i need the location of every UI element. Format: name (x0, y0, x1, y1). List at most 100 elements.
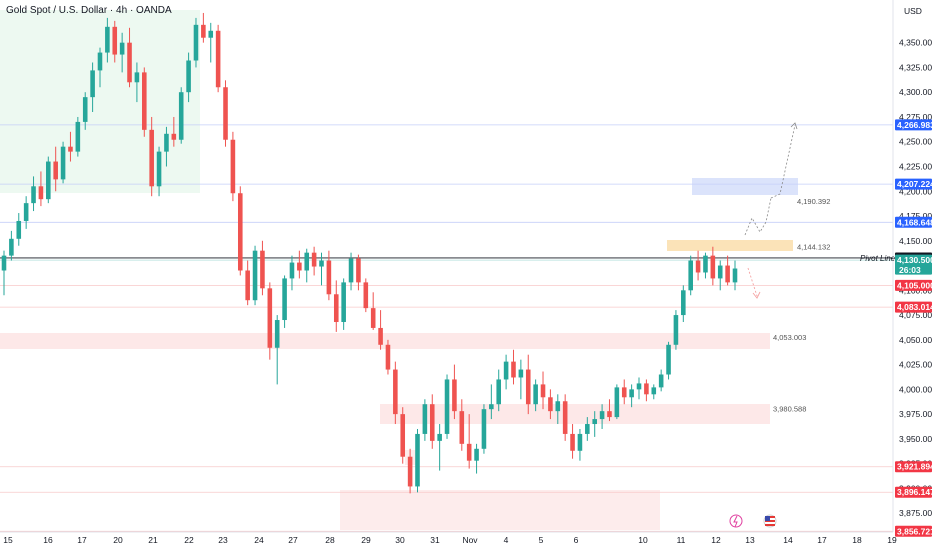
candle-body (341, 282, 346, 323)
chart-title: Gold Spot / U.S. Dollar · 4h · OANDA (6, 5, 172, 16)
x-tick-label: 28 (325, 535, 335, 545)
candle-body (407, 456, 413, 487)
candle-body (717, 265, 723, 279)
price-tag-label: 4,207.224 (897, 179, 932, 189)
y-tick-label: 4,300.000 (899, 87, 932, 97)
candle-body (356, 258, 361, 283)
level-lines (0, 124, 893, 532)
x-tick-label: 5 (539, 535, 544, 545)
price-tag-label: 4,105.000 (897, 280, 932, 290)
candle-body (149, 129, 154, 187)
candle-body (658, 374, 664, 388)
price-tag-label: 3,896.147 (897, 487, 932, 497)
candle-body (245, 270, 250, 301)
candle-body (208, 30, 214, 38)
candle-body (503, 361, 509, 380)
price-tag (895, 525, 932, 537)
candle-body (223, 87, 228, 140)
candle-body (164, 133, 169, 152)
candle-body (68, 146, 73, 152)
candle-body (489, 404, 494, 410)
x-tick-label: 21 (148, 535, 158, 545)
resistance-zone (667, 240, 793, 251)
projection-path (744, 122, 798, 299)
up-arrow-line (770, 124, 796, 199)
y-tick-label: 4,350.000 (899, 38, 932, 48)
candle-body (201, 24, 206, 38)
candle-body (274, 320, 280, 348)
y-tick-label: 4,000.000 (899, 384, 932, 394)
price-tag (895, 216, 932, 228)
price-tag-label: 4,266.983 (897, 120, 932, 130)
candle-body (459, 411, 465, 444)
x-tick-label: 24 (254, 535, 264, 545)
annotation-label: 4,053.003 (773, 333, 806, 342)
candle-body (710, 255, 716, 279)
y-tick-label: 4,325.000 (899, 62, 932, 72)
candle-body (452, 379, 457, 412)
us-flag-icon[interactable] (763, 514, 777, 528)
target-zone (692, 178, 798, 195)
x-tick-label: 20 (113, 535, 123, 545)
flash-icon[interactable] (729, 514, 743, 528)
x-axis: 15 16 17 20 21 22 23 24 27 28 29 30 31 Nov 4 5 6 10 11 12 13… (0, 531, 897, 545)
candle-body (548, 397, 553, 412)
price-tag (895, 461, 932, 473)
candle-body (703, 255, 708, 273)
candle-body (282, 278, 287, 321)
x-tick-label: 31 (430, 535, 440, 545)
candle-body (297, 262, 302, 271)
candle-body (75, 121, 81, 152)
annotation-label: 4,190.392 (797, 197, 830, 206)
candle-body (156, 151, 162, 187)
candle-body (585, 424, 590, 434)
price-tag (895, 254, 932, 275)
annotation-label: 3,980.588 (773, 405, 806, 414)
candle-body (688, 260, 693, 291)
candle-body (636, 383, 642, 390)
candle-body (666, 344, 671, 375)
price-tag (895, 486, 932, 498)
price-tag-label: 3,921.894 (897, 462, 932, 472)
candle-body (466, 443, 472, 461)
x-tick-label: Nov (462, 535, 478, 545)
candle-body (570, 433, 575, 451)
candle-body (629, 389, 634, 398)
x-tick-label: 29 (361, 535, 371, 545)
supply-zone-4053 (0, 333, 770, 349)
candle-body (385, 344, 391, 370)
y-tick-label: 4,275.000 (899, 112, 932, 122)
candle-body (134, 72, 140, 83)
annotations: 4,190.392 4,144.132 4,053.003 3,980.588 Pivo… (773, 197, 896, 414)
candle-body (496, 379, 502, 405)
candle-body (400, 414, 406, 457)
candle-body (9, 238, 14, 256)
candle-body (378, 327, 383, 345)
y-tick-label: 4,075.000 (899, 310, 932, 320)
candles (1, 12, 738, 494)
candle-body (621, 387, 627, 398)
candle-body (186, 60, 191, 93)
x-tick-label: 17 (817, 535, 827, 545)
y-tick-label: 3,950.000 (899, 434, 932, 444)
x-tick-label: 17 (77, 535, 87, 545)
y-tick-label: 4,225.000 (899, 161, 932, 171)
x-tick-label: 23 (218, 535, 228, 545)
x-tick-label: 10 (638, 535, 648, 545)
y-tick-label: 4,175.000 (899, 211, 932, 221)
candle-body (370, 308, 376, 328)
pivot-line-label: Pivot Line (860, 254, 896, 263)
price-tags: 4,266.9834,207.2244,168.6484,132.6504,13… (895, 119, 932, 537)
candle-body (562, 401, 568, 434)
price-tag (895, 301, 932, 313)
candle-body (230, 139, 236, 194)
candle-body (82, 97, 88, 122)
candle-body (105, 26, 110, 53)
x-tick-label: 18 (852, 535, 862, 545)
candle-body (363, 282, 369, 309)
candle-body (393, 369, 398, 415)
candle-body (23, 203, 29, 221)
x-tick-label: 19 (887, 535, 897, 545)
candle-body (592, 419, 597, 425)
